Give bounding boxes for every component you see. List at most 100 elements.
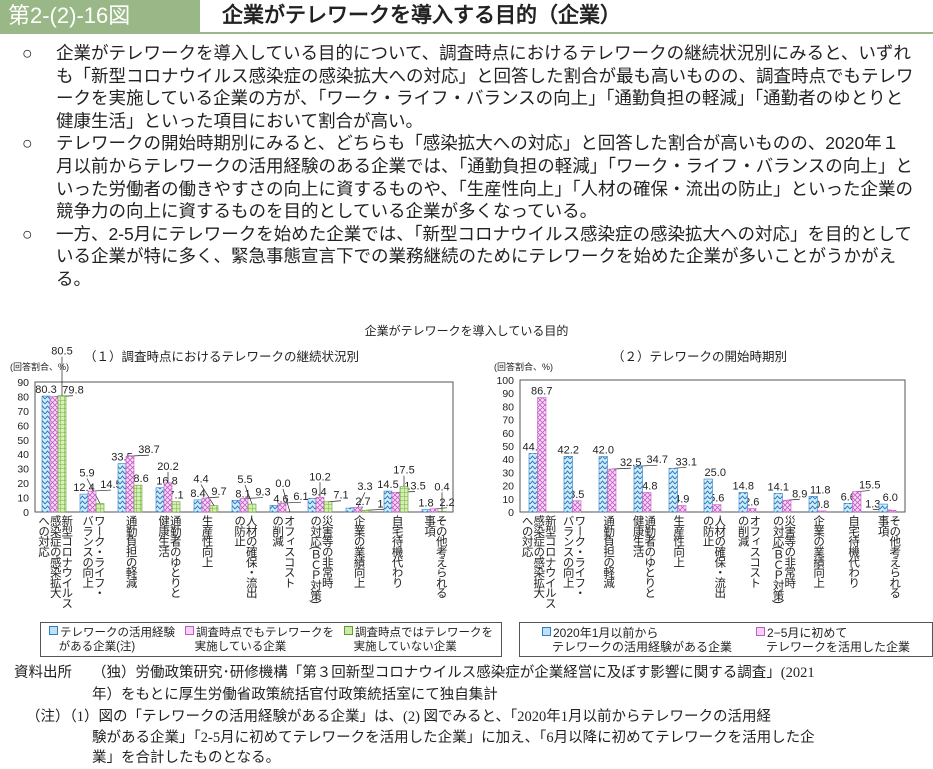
y-tick-label: 0 [508,507,514,519]
data-label: 2.7 [355,496,370,508]
data-label: 14.8 [636,480,657,492]
y-tick-label: 40 [17,449,29,461]
data-label: 17.5 [393,465,414,477]
x-category-label: 災害等の非常時 の対応(ＢＣＰ対策) [309,515,333,603]
paragraph-text: 一方、2-5月にテレワークを始めた企業では、「新型コロナウイルス感染症の感染拡大… [56,223,913,289]
bar [231,499,241,513]
x-category-label: 通勤負担の軽減 [602,515,615,588]
data-label: 8.1 [235,488,250,500]
data-label: 14.5 [100,479,121,491]
chart1-y-unit: (回答割合、%) [10,362,69,372]
data-label: 9.7 [211,486,226,498]
x-category-label: ワーク・ライフ・ バランスの向上 [81,515,105,598]
bar [209,505,219,513]
y-tick-label: 60 [502,428,514,440]
y-tick-label: 90 [17,377,29,389]
x-category-label: 通勤負担の軽減 [124,515,137,588]
data-label: 1.3 [865,498,880,510]
leader-line [786,498,800,501]
bar [747,508,757,513]
note-line-2: 験がある企業」「2-5月に初めてテレワークを活用した企業」に加え、「6月以降に初… [92,730,815,746]
leader-line [91,489,112,492]
x-category-label: 企業の業績向上 [812,515,825,588]
data-label: 20.2 [157,461,178,473]
data-labels: 44.4 86.7 42.2 8.5 42.0 32.5 34.7 14.8 33.1 4.9 25… [523,386,898,511]
data-label: 33.5 [111,452,132,464]
y-tick-label: 30 [17,464,29,476]
bar [315,496,325,513]
data-label: 9.4 [311,486,326,498]
data-label: 12.4 [73,482,94,494]
legend-label: 2020年1月以前から [553,626,659,640]
bar [563,455,573,513]
bar [163,482,173,513]
source-line-2: 年）をもとに厚生労働省政策統括官付政策統括室にて独自集計 [92,687,498,703]
bar [598,456,608,513]
bar [155,487,165,513]
leader-line [281,501,302,504]
bar [782,499,792,513]
x-category-label: 自宅待機代わり [390,515,403,588]
bar [269,505,279,513]
y-tick-label: 30 [502,467,514,479]
data-label: 7.1 [333,490,348,502]
data-label: 8.9 [792,488,807,500]
data-label: 1.8 [418,497,433,509]
data-label: 86.7 [531,386,552,398]
y-tick-label: 100 [496,375,514,387]
data-label: 14.1 [768,481,789,493]
leader-line [200,484,215,506]
leader-line [86,478,101,504]
leader-line [243,497,264,499]
bar [773,493,783,513]
y-tick-label: 20 [502,481,514,493]
legend-swatch [542,627,551,636]
source-line-1: （独）労働政策研究･研修機構「第３回新型コロナウイルス感染症が企業経営に及ぼす影… [92,665,815,681]
data-label: 6.6 [841,491,856,503]
data-label: 16.8 [156,476,177,488]
chart2-title: （２）テレワークの開始時期別 [612,350,788,364]
plot-frame [34,381,454,513]
legend-label: テレワークを活用した企業 [766,640,911,654]
bar [41,395,51,513]
data-label: 25.0 [705,467,726,479]
source-label: 資料出所 [14,665,72,681]
leader-line [244,484,253,505]
y-tick-label: 0 [23,507,29,519]
legend-label: テレワークの活用経験 [60,627,175,639]
data-label: 15.5 [859,480,880,492]
leader-line [365,508,386,511]
x-category-label: 生産性向上 [200,515,213,567]
chart1-title: （１）調査時点におけるテレワークの継続状況別 [84,350,360,364]
x-category-label: 災害等の非常時 の対応(ＢＣＰ対策) [771,515,796,603]
bar [607,468,617,513]
bar [79,493,89,513]
bullet-marker: ○ [22,43,33,63]
chart1-legend: テレワークの活用経験 がある企業(注) 調査時点でもテレワークを 実施している企… [40,622,502,657]
bar [633,465,643,513]
y-tick-label: 10 [17,493,29,505]
paragraph-text: テレワークの開始時期別にみると、どちらも「感染拡大への対応」と回答した割合が高い… [56,133,913,222]
y-tick-label: 60 [17,420,29,432]
bullet-marker: ○ [22,223,33,244]
bar [87,490,97,513]
leader-line [395,491,416,493]
bar [95,503,105,513]
data-label: 7.1 [168,490,183,502]
bar [852,491,862,513]
bar [887,509,897,513]
legend-item: 調査時点でもテレワークを 実施している企業 [185,626,334,653]
data-label: 34.7 [647,454,668,466]
data-label: 8.5 [569,489,584,501]
data-label: 3.3 [357,481,372,493]
legend-label: テレワークの活用経験がある企業 [552,640,733,654]
leader-line [611,467,631,470]
bar [247,503,257,513]
bar [817,510,827,513]
bar [277,502,287,513]
figure-number: 第2-(2)-16図 [0,0,200,32]
leader-line [433,507,448,510]
y-tick-label: 70 [502,415,514,427]
data-label: 2.6 [744,497,759,509]
data-label: 5.9 [79,467,94,479]
